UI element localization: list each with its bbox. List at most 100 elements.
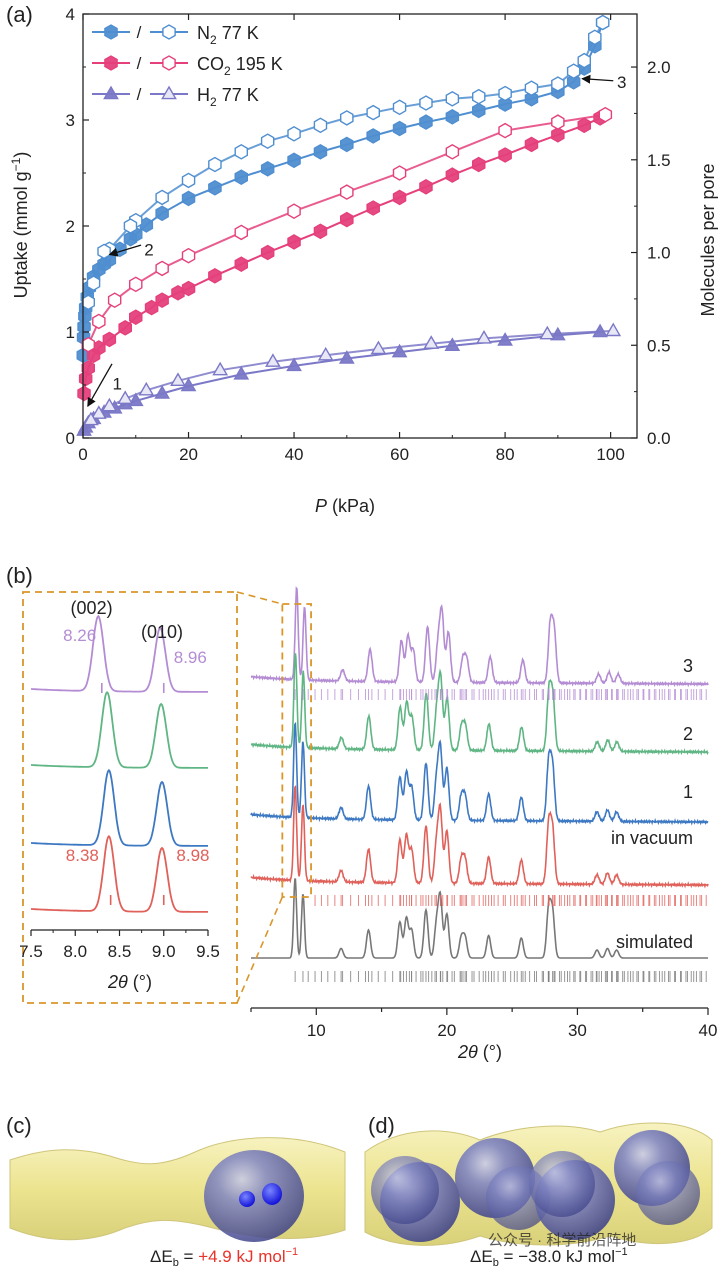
series-5-point-5 — [317, 346, 334, 361]
inset-trace-2 — [31, 768, 208, 847]
series-3-point-7 — [234, 224, 249, 241]
x-tick-label-a-0: 0 — [78, 445, 87, 464]
y-tick-label-a-2: 2 — [66, 217, 75, 236]
series-5-point-0 — [605, 322, 622, 337]
inset-trace-0 — [31, 614, 208, 693]
pore-model-d — [364, 1122, 713, 1246]
series-4-point-8 — [154, 385, 171, 399]
legend-marker-open-1 — [162, 55, 176, 71]
pxrd-trace-label-2: 1 — [683, 782, 693, 802]
series-4-point-13 — [391, 343, 408, 358]
series-0-point-23 — [366, 128, 380, 144]
series-1-point-7 — [472, 88, 486, 105]
series-1-point-24 — [86, 275, 101, 292]
series-0-point-17 — [208, 179, 222, 196]
series-1-point-2 — [577, 52, 591, 69]
annotation-arrow-1 — [87, 363, 113, 407]
series-2-point-23 — [498, 147, 512, 163]
axis-label-uptake: Uptake (mmol g−1) — [9, 152, 31, 299]
series-5-point-4 — [370, 340, 387, 355]
series-4-point-11 — [286, 357, 302, 372]
series-1-point-16 — [234, 143, 249, 160]
series-1-point-11 — [366, 104, 380, 121]
series-5-point-7 — [212, 361, 229, 376]
legend-label-2: H2 77 K — [197, 85, 259, 109]
x-tick-label-b-3: 40 — [699, 1021, 718, 1040]
series-0-point-19 — [260, 160, 275, 177]
series-5-point-2 — [476, 329, 492, 344]
inset-frame — [22, 591, 238, 1004]
panel-label-d: (d) — [368, 1113, 395, 1138]
molecule-sphere-d8 — [636, 1161, 700, 1225]
series-3-point-8 — [181, 247, 196, 264]
series-2-point-22 — [472, 156, 486, 173]
series-5-point-9 — [138, 381, 155, 396]
annotation-label-3: 3 — [617, 73, 626, 92]
series-0-point-28 — [498, 96, 512, 112]
series-2-point-2 — [81, 360, 96, 376]
x-tick-label-a-1: 20 — [179, 445, 198, 464]
molecule-core-c2 — [262, 1183, 282, 1205]
series-2-point-13 — [234, 256, 249, 273]
y2-tick-label-a-2: 1.0 — [647, 244, 671, 263]
series-1-point-23 — [97, 243, 111, 260]
pxrd-trace-label-1: 2 — [683, 724, 693, 744]
series-1-point-8 — [445, 90, 460, 107]
series-1-point-18 — [181, 172, 196, 189]
molecule-sphere-d6 — [529, 1151, 595, 1217]
series-1-point-12 — [340, 110, 354, 126]
y2-tick-label-a-1: 0.5 — [647, 336, 671, 355]
series-3-point-4 — [392, 165, 407, 181]
annotation-label-2: 2 — [144, 241, 153, 260]
x-tick-label-inset-2: 8.5 — [108, 942, 132, 961]
pxrd-chart: 10 20 30 40 3 2 1 in vacuum simulated — [250, 586, 718, 1040]
series-2-point-14 — [260, 244, 275, 261]
series-2-point-11 — [181, 280, 196, 297]
series-1-point-17 — [208, 156, 222, 173]
series-line-5 — [90, 329, 614, 421]
series-5-point-3 — [423, 335, 440, 349]
pxrd-inset-chart: 7.5 8.0 8.5 9.0 9.5 (002) (010) 8.26 8.96 8.38 8.9… — [19, 591, 284, 1004]
pxrd-trace-3 — [250, 784, 709, 889]
x-tick-label-inset-4: 9.5 — [196, 942, 220, 961]
series-1-point-19 — [155, 189, 169, 206]
axis-label-pressure: P (kPa) — [315, 496, 375, 516]
series-1-point-25 — [81, 294, 96, 311]
series-3-point-1 — [551, 114, 565, 130]
series-0-point-16 — [181, 190, 196, 207]
peak-value-8-96: 8.96 — [174, 648, 207, 667]
x-tick-label-b-2: 30 — [568, 1021, 587, 1040]
series-0-point-31 — [566, 73, 581, 90]
miller-index-label-1: (010) — [141, 622, 183, 642]
legend-marker-open-2 — [161, 85, 177, 100]
series-1-point-13 — [313, 117, 328, 134]
series-2-point-6 — [118, 319, 133, 336]
series-3-point-2 — [498, 122, 512, 139]
binding-energy-c: ΔEb = +4.9 kJ mol−1 — [150, 1246, 298, 1269]
annotation-label-1: 1 — [113, 374, 122, 393]
series-1-point-14 — [287, 125, 301, 142]
series-1-point-21 — [123, 218, 138, 234]
legend-separator-0: / — [137, 23, 142, 42]
series-2-point-19 — [392, 189, 407, 206]
y2-tick-label-a-0: 0.0 — [647, 429, 671, 448]
binding-energy-d: ΔEb = −38.0 kJ mol−1 — [470, 1246, 628, 1269]
series-1-point-9 — [419, 95, 433, 111]
pxrd-trace-label-0: 3 — [683, 656, 693, 676]
panel-label-b: (b) — [6, 563, 33, 588]
series-4-point-12 — [338, 350, 355, 364]
legend-marker-open-0 — [162, 24, 176, 40]
series-2-point-7 — [128, 309, 143, 326]
panel-label-a: (a) — [6, 2, 33, 27]
series-1-point-5 — [524, 80, 539, 97]
series-0-point-29 — [524, 90, 539, 107]
y-tick-label-a-1: 1 — [66, 323, 75, 342]
series-1-point-15 — [260, 133, 275, 150]
series-3-point-13 — [81, 336, 96, 353]
series-1-point-6 — [498, 85, 512, 102]
x-tick-label-b-1: 20 — [437, 1021, 456, 1040]
molecule-sphere-d2 — [371, 1156, 439, 1224]
zoom-region-box — [281, 603, 312, 898]
pore-model-c — [9, 1137, 346, 1242]
miller-index-label-0: (002) — [71, 598, 113, 618]
